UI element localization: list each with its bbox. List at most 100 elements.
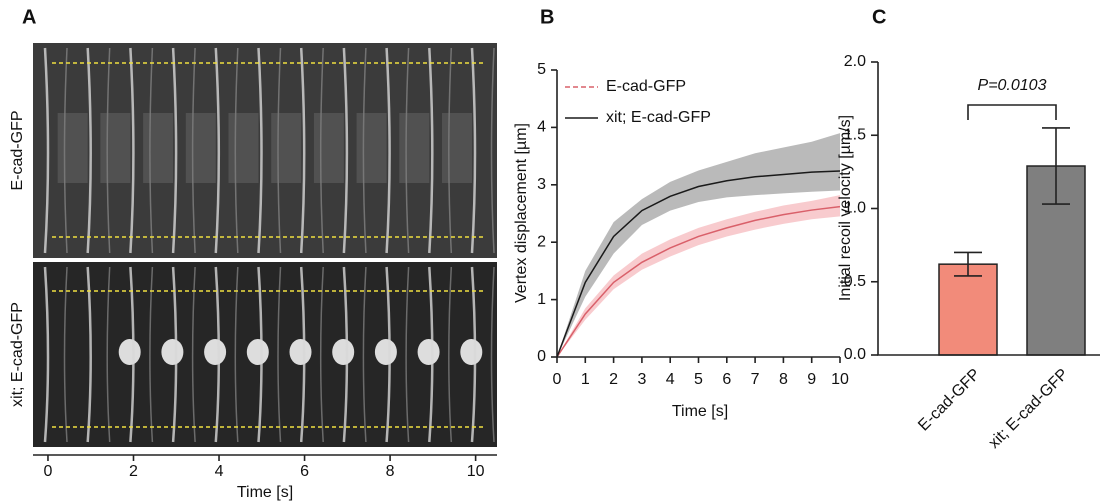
x-tick-label: 0: [44, 463, 53, 480]
membrane: [277, 266, 282, 443]
wound-glow: [313, 113, 344, 183]
membrane: [448, 47, 453, 254]
membrane: [43, 266, 50, 443]
membrane: [106, 266, 111, 443]
wound-glow: [356, 113, 387, 183]
significance-bracket: [967, 104, 1057, 120]
wound-glow: [442, 113, 472, 183]
x-tick-label: 6: [722, 371, 731, 388]
y-axis-label: Initial recoil velocity [µm/s]: [837, 115, 854, 301]
x-tick-label: 10: [467, 463, 485, 480]
membrane: [191, 47, 196, 254]
p-value: P=0.0103: [978, 77, 1047, 94]
x-tick-label: 8: [386, 463, 395, 480]
membrane: [448, 266, 453, 443]
membrane: [149, 47, 154, 254]
membrane: [470, 266, 477, 443]
membrane: [428, 47, 434, 254]
x-tick-label: 1: [581, 371, 590, 388]
membrane: [129, 47, 135, 254]
x-tick-label: 10: [831, 371, 849, 388]
membrane: [106, 47, 111, 254]
wound-spot: [161, 339, 184, 365]
membrane: [191, 266, 196, 443]
error-bar: [1042, 127, 1070, 205]
y-tick-label: 3: [537, 176, 546, 193]
wound-glow: [228, 113, 259, 183]
error-bar: [954, 251, 982, 277]
mean-line: [556, 170, 841, 358]
membrane: [234, 266, 239, 443]
panel-label: A: [22, 6, 36, 28]
y-tick-label: 2: [537, 233, 546, 250]
confidence-band: [557, 195, 840, 357]
membrane: [129, 266, 135, 443]
membrane: [149, 266, 154, 443]
membrane: [214, 266, 221, 443]
wound-spot: [118, 339, 141, 365]
wound-glow: [143, 113, 174, 183]
wound-glow: [399, 113, 430, 183]
x-tick-label: 4: [666, 371, 675, 388]
x-tick-label: 4: [215, 463, 224, 480]
membrane: [342, 266, 349, 443]
membrane: [171, 47, 178, 254]
axes: [877, 62, 1100, 356]
membrane: [214, 47, 221, 254]
panel-label: C: [872, 6, 886, 28]
y-tick-label: 0.5: [844, 273, 866, 290]
y-tick-label: 0: [537, 348, 546, 365]
membrane: [63, 47, 68, 254]
x-tick-label: 2: [609, 371, 618, 388]
bar: [938, 263, 998, 356]
membrane: [405, 266, 410, 443]
membrane: [257, 266, 263, 443]
membrane: [234, 47, 239, 254]
membrane: [299, 47, 306, 254]
y-tick-label: 1.5: [844, 126, 866, 143]
x-tick-label: 7: [751, 371, 760, 388]
membrane: [405, 47, 410, 254]
membrane: [470, 47, 477, 254]
row-label: E-cad-GFP: [9, 110, 26, 190]
membrane: [385, 266, 391, 443]
x-tick-label: 0: [553, 371, 562, 388]
membrane: [342, 47, 349, 254]
legend-label: E-cad-GFP: [606, 78, 686, 95]
wound-spot: [374, 339, 397, 365]
y-tick-label: 1: [537, 291, 546, 308]
y-tick-label: 2.0: [844, 53, 866, 70]
kymograph-image: [33, 43, 497, 258]
y-tick-label: 4: [537, 119, 546, 136]
y-tick-label: 0.0: [844, 346, 866, 363]
membrane: [86, 266, 92, 443]
membrane: [428, 266, 434, 443]
mean-line: [556, 205, 841, 358]
wound-glow: [271, 113, 302, 183]
confidence-band: [557, 133, 840, 357]
x-tick-label: 6: [300, 463, 309, 480]
wound-spot: [204, 339, 227, 365]
x-tick-label: xit; E-cad-GFP: [986, 366, 1072, 452]
membrane: [362, 266, 367, 443]
x-tick-label: 8: [779, 371, 788, 388]
x-tick-label: E-cad-GFP: [915, 366, 984, 435]
membrane: [362, 47, 367, 254]
row-label: xit; E-cad-GFP: [9, 302, 26, 407]
membrane: [319, 266, 324, 443]
wound-glow: [185, 113, 216, 183]
membrane: [63, 266, 68, 443]
x-tick-label: 2: [129, 463, 138, 480]
membrane: [171, 266, 178, 443]
x-axis-label: Time [s]: [672, 403, 728, 420]
x-tick-label: 5: [694, 371, 703, 388]
membrane: [43, 47, 50, 254]
legend-label: xit; E-cad-GFP: [606, 109, 711, 126]
membrane: [277, 47, 282, 254]
panel-label: B: [540, 6, 554, 28]
membrane: [319, 47, 324, 254]
wound-spot: [332, 339, 355, 365]
x-axis-label: Time [s]: [237, 484, 293, 501]
wound-spot: [417, 339, 440, 365]
